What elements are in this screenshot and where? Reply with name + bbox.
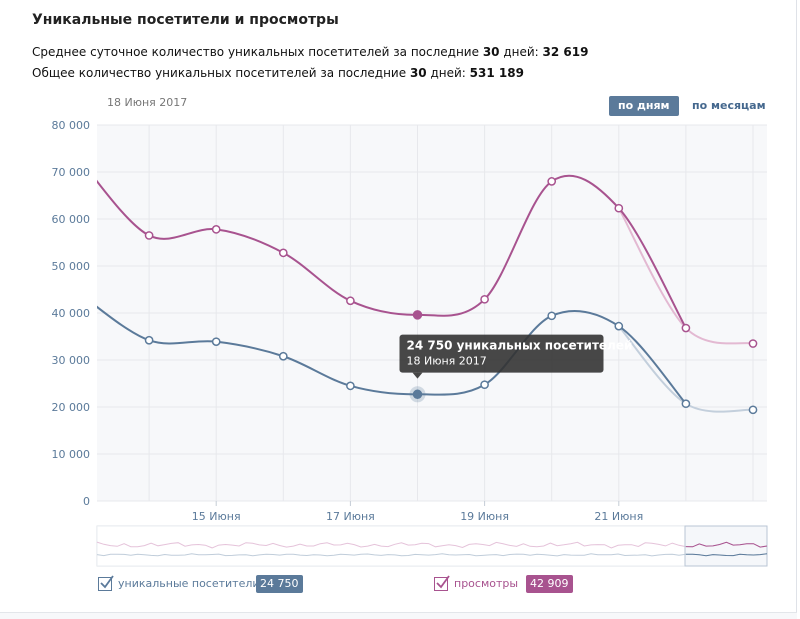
visitors-point [681,399,691,409]
y-tick-label: 10 000 [52,448,91,461]
x-tick-label: 15 Июня [192,510,241,523]
views-point [144,231,154,240]
views-checkbox[interactable] [434,575,450,591]
views-point [614,203,624,213]
total-mid: дней: [426,66,470,80]
views-point-highlighted [412,310,423,320]
total-text: Общее количество уникальных посетителей … [32,66,410,80]
total-value: 531 189 [469,66,524,80]
chart-title: Уникальные посетители и просмотры [32,12,339,28]
views-point [480,294,489,304]
views-point [547,177,557,186]
x-tick-label: 21 Июня [594,510,643,523]
navigator-views-selected [685,541,768,548]
y-tick-label: 60 000 [52,213,91,226]
check-icon [436,575,450,589]
visitors-point [547,311,557,321]
y-tick-label: 20 000 [52,401,91,414]
visitors-point [748,405,758,415]
visitors-point [211,337,221,347]
selected-date-label: 18 Июня 2017 [107,96,188,109]
total-visitors: Общее количество уникальных посетителей … [32,66,524,80]
views-point [748,339,758,348]
total-days: 30 [409,66,427,80]
y-tick-label: 70 000 [52,166,91,179]
visitors-checkbox[interactable] [98,575,114,591]
navigator-selection [684,525,768,567]
navigator-visitors-line [96,553,768,557]
y-tick-label: 40 000 [52,307,91,320]
avg-text: Среднее суточное количество уникальных п… [32,45,483,59]
by-days-button[interactable]: по дням [609,96,679,116]
avg-days: 30 [482,45,500,59]
views-point [681,323,691,333]
navigator-unselected [97,526,685,566]
views-line [97,174,687,329]
x-tick-label: 17 Июня [326,510,375,523]
avg-value: 32 619 [542,45,589,59]
check-icon [100,575,114,589]
y-tick-label: 30 000 [52,354,91,367]
visitors-line [97,305,687,405]
views-point [278,248,288,258]
avg-daily-visitors: Среднее суточное количество уникальных п… [32,45,588,59]
views-point [211,224,221,234]
y-tick-label: 0 [83,495,90,508]
legend-visitors-label: уникальные посетители [118,577,260,590]
views-point [346,296,355,306]
card-bottom-border [0,612,797,619]
avg-mid: дней: [499,45,543,59]
visitors-point [614,321,624,331]
visitors-point [480,380,489,390]
legend-visitors-value: 24 750 [256,575,303,593]
views-series [97,174,754,345]
y-tick-label: 50 000 [52,260,91,273]
y-tick-label: 80 000 [52,119,91,132]
legend-views-value: 42 909 [526,575,573,593]
tooltip-value: 24 750 уникальных посетителей [407,339,633,353]
tooltip-box [399,334,604,373]
tooltip-arrow [412,372,423,379]
visitors-point [144,335,154,345]
navigator-visitors-selected [685,553,768,557]
legend-views-label: просмотры [454,577,519,590]
x-tick-label: 19 Июня [460,510,509,523]
visitors-point-highlighted [412,389,423,400]
visitors-point [346,381,355,391]
by-months-button[interactable]: по месяцам [692,99,766,112]
tooltip-date: 18 Июня 2017 [407,355,487,368]
navigator-views-line [96,541,768,549]
visitors-point [278,351,288,361]
